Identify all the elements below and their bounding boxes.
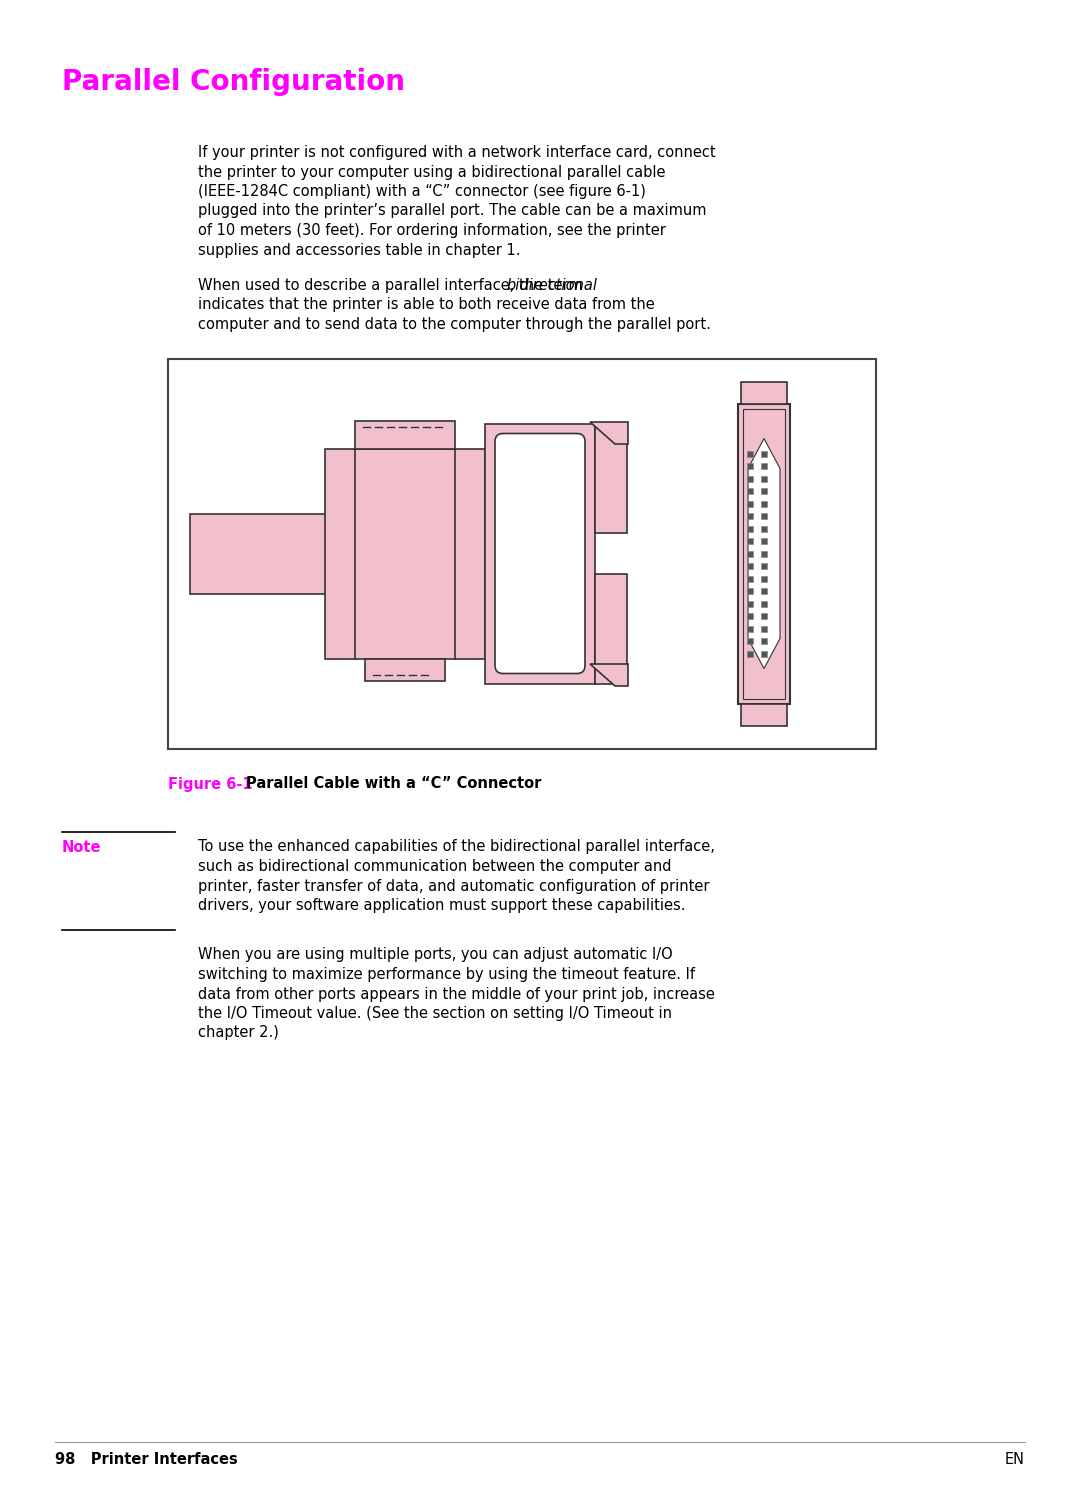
Text: indicates that the printer is able to both receive data from the: indicates that the printer is able to bo…	[198, 298, 654, 312]
Text: printer, faster transfer of data, and automatic configuration of printer: printer, faster transfer of data, and au…	[198, 879, 710, 894]
Bar	[168, 359, 876, 749]
Text: (IEEE-1284C compliant) with a “C” connector (see figure 6-1): (IEEE-1284C compliant) with a “C” connec…	[198, 184, 646, 199]
Bar	[761, 550, 767, 556]
Text: computer and to send data to the computer through the parallel port.: computer and to send data to the compute…	[198, 317, 711, 332]
Polygon shape	[590, 664, 627, 686]
Text: data from other ports appears in the middle of your print job, increase: data from other ports appears in the mid…	[198, 987, 715, 1002]
Bar	[761, 625, 767, 631]
Text: EN: EN	[1005, 1452, 1025, 1467]
Bar	[761, 450, 767, 456]
Text: Note: Note	[62, 840, 102, 855]
Bar	[595, 423, 627, 532]
Text: drivers, your software application must support these capabilities.: drivers, your software application must …	[198, 898, 686, 913]
Text: switching to maximize performance by using the timeout feature. If: switching to maximize performance by usi…	[198, 967, 696, 982]
Bar	[595, 574, 627, 683]
Bar	[743, 408, 785, 698]
Bar	[190, 513, 335, 594]
Bar	[747, 588, 753, 594]
Bar	[747, 513, 753, 519]
Bar	[747, 550, 753, 556]
Bar	[747, 564, 753, 570]
Bar	[747, 450, 753, 456]
Text: Figure 6-1: Figure 6-1	[168, 776, 253, 791]
Bar	[761, 487, 767, 493]
Bar	[761, 463, 767, 469]
Bar	[747, 576, 753, 582]
Bar	[355, 420, 455, 448]
Bar	[761, 576, 767, 582]
Bar	[761, 538, 767, 544]
Text: When you are using multiple ports, you can adjust automatic I/O: When you are using multiple ports, you c…	[198, 948, 673, 963]
Bar	[747, 538, 753, 544]
Bar	[761, 650, 767, 656]
Bar	[485, 423, 595, 683]
Bar	[761, 564, 767, 570]
Bar	[761, 588, 767, 594]
Bar	[747, 613, 753, 619]
Bar	[747, 638, 753, 644]
Bar	[747, 475, 753, 481]
FancyBboxPatch shape	[495, 434, 585, 674]
Bar	[747, 625, 753, 631]
Bar	[761, 638, 767, 644]
Bar	[747, 501, 753, 507]
Bar	[761, 501, 767, 507]
Bar	[747, 487, 753, 493]
Text: If your printer is not configured with a network interface card, connect: If your printer is not configured with a…	[198, 145, 716, 160]
Bar	[325, 448, 485, 658]
Text: Parallel Configuration: Parallel Configuration	[62, 67, 405, 96]
Text: bidirectional: bidirectional	[507, 278, 597, 293]
Text: of 10 meters (30 feet). For ordering information, see the printer: of 10 meters (30 feet). For ordering inf…	[198, 223, 666, 238]
Text: When used to describe a parallel interface, the term: When used to describe a parallel interfa…	[198, 278, 588, 293]
Bar	[747, 526, 753, 532]
Bar	[761, 526, 767, 532]
Bar	[761, 613, 767, 619]
Text: 98   Printer Interfaces: 98 Printer Interfaces	[55, 1452, 238, 1467]
Polygon shape	[590, 422, 627, 444]
Bar	[741, 381, 787, 404]
Bar	[761, 475, 767, 481]
Bar	[761, 513, 767, 519]
Text: the I/O Timeout value. (See the section on setting I/O Timeout in: the I/O Timeout value. (See the section …	[198, 1006, 672, 1021]
Bar	[747, 463, 753, 469]
Text: the printer to your computer using a bidirectional parallel cable: the printer to your computer using a bid…	[198, 164, 665, 179]
Text: To use the enhanced capabilities of the bidirectional parallel interface,: To use the enhanced capabilities of the …	[198, 840, 715, 855]
Polygon shape	[748, 438, 780, 668]
Bar	[738, 404, 789, 704]
Bar	[741, 704, 787, 725]
Text: chapter 2.): chapter 2.)	[198, 1026, 279, 1041]
Bar	[365, 658, 445, 680]
Bar	[747, 650, 753, 656]
Text: such as bidirectional communication between the computer and: such as bidirectional communication betw…	[198, 860, 672, 875]
Text: supplies and accessories table in chapter 1.: supplies and accessories table in chapte…	[198, 242, 521, 257]
Text: plugged into the printer’s parallel port. The cable can be a maximum: plugged into the printer’s parallel port…	[198, 203, 706, 218]
Bar	[747, 601, 753, 607]
Text: Parallel Cable with a “C” Connector: Parallel Cable with a “C” Connector	[246, 776, 541, 791]
Bar	[761, 601, 767, 607]
